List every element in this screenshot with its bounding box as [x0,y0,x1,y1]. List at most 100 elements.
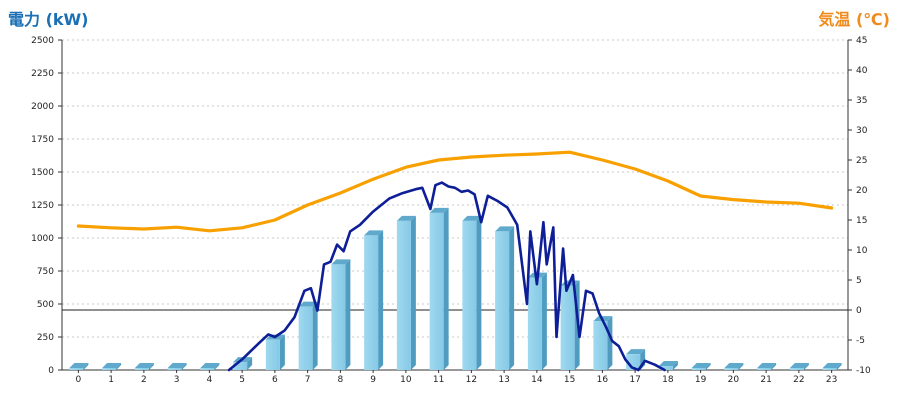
x-tick-label: 7 [305,375,311,385]
right-tick-label: 20 [856,186,868,196]
bar-series [69,207,842,370]
bar-side [705,363,711,370]
bar-side [181,363,187,370]
bar [462,215,482,370]
x-tick-label: 4 [207,375,213,385]
bar-top [69,363,89,369]
bar-side [738,363,744,370]
right-tick-label: 25 [856,156,867,166]
right-tick-label: 5 [856,276,862,286]
bar-top [331,259,351,265]
x-tick-label: 9 [370,375,376,385]
power-actual-line [227,181,666,372]
grid-layer [62,39,848,338]
bar-side [148,363,154,370]
bar [626,349,646,370]
right-tick-label: 30 [856,126,868,136]
bar-side [541,272,547,370]
bar [167,363,187,370]
bar-front [233,362,248,370]
right-axis-title: 気温 (℃) [818,10,890,29]
bar-front [757,368,772,370]
x-tick-label: 22 [793,375,804,385]
bar-side [771,363,777,370]
x-tick-label: 1 [108,375,114,385]
x-tick-label: 3 [174,375,180,385]
x-tick-label: 0 [76,375,82,385]
right-tick-label: -10 [856,366,871,376]
bar-front [134,368,149,370]
bar-front [560,285,575,370]
x-tick-label: 13 [498,375,509,385]
bar-top [462,215,482,221]
left-tick-label: 500 [37,300,54,310]
bar-side [214,363,220,370]
bar [396,215,416,370]
left-tick-label: 1000 [31,234,54,244]
x-tick-label: 16 [597,375,609,385]
right-tick-label: 0 [856,306,862,316]
bar-front [265,339,280,370]
line-series [76,150,834,372]
bar-top [102,363,122,369]
bar-top [298,301,318,307]
bar-side [378,230,384,370]
x-tick-label: 5 [239,375,245,385]
x-tick-label: 14 [531,375,543,385]
bar-front [364,235,379,370]
bar [757,363,777,370]
bar [200,363,220,370]
left-tick-label: 1500 [31,168,54,178]
bar-side [803,363,809,370]
bar-side [345,259,351,370]
bar-side [279,334,285,370]
bar-side [83,363,89,370]
x-tick-label: 10 [400,375,412,385]
bar-front [396,220,411,370]
left-tick-label: 2250 [31,69,54,79]
bar-front [298,306,313,370]
bar-side [312,301,318,370]
bar-top [134,363,154,369]
x-tick-label: 21 [760,375,771,385]
left-tick-label: 1250 [31,201,54,211]
bar-side [836,363,842,370]
x-tick-label: 19 [695,375,707,385]
bar [102,363,122,370]
bar [495,226,515,370]
left-tick-label: 2500 [31,36,54,46]
bar [822,363,842,370]
x-tick-label: 6 [272,375,278,385]
bar-front [593,321,608,370]
bar-top [167,363,187,369]
bar-top [396,215,416,221]
bar [691,363,711,370]
left-axis-title: 電力 (kW) [8,10,89,29]
bar-top [724,363,744,369]
left-tick-label: 250 [37,333,54,343]
axis-layer [58,39,852,373]
bar-top [200,363,220,369]
bar-front [102,368,117,370]
bar [265,334,285,370]
bar-top [691,363,711,369]
x-tick-label: 20 [728,375,740,385]
left-tick-label: 2000 [31,102,54,112]
bar-front [724,368,739,370]
bar [527,272,547,370]
bar-front [789,368,804,370]
right-tick-label: 45 [856,36,867,46]
bar [593,316,613,370]
bar-side [607,316,613,370]
left-tick-label: 0 [48,366,54,376]
bar-side [509,226,515,370]
right-tick-label: 10 [856,246,868,256]
bar [560,280,580,370]
bar [298,301,318,370]
bar-side [443,207,449,370]
bar-top [789,363,809,369]
x-tick-label: 11 [433,375,444,385]
bar-side [247,357,253,370]
x-tick-label: 8 [338,375,344,385]
